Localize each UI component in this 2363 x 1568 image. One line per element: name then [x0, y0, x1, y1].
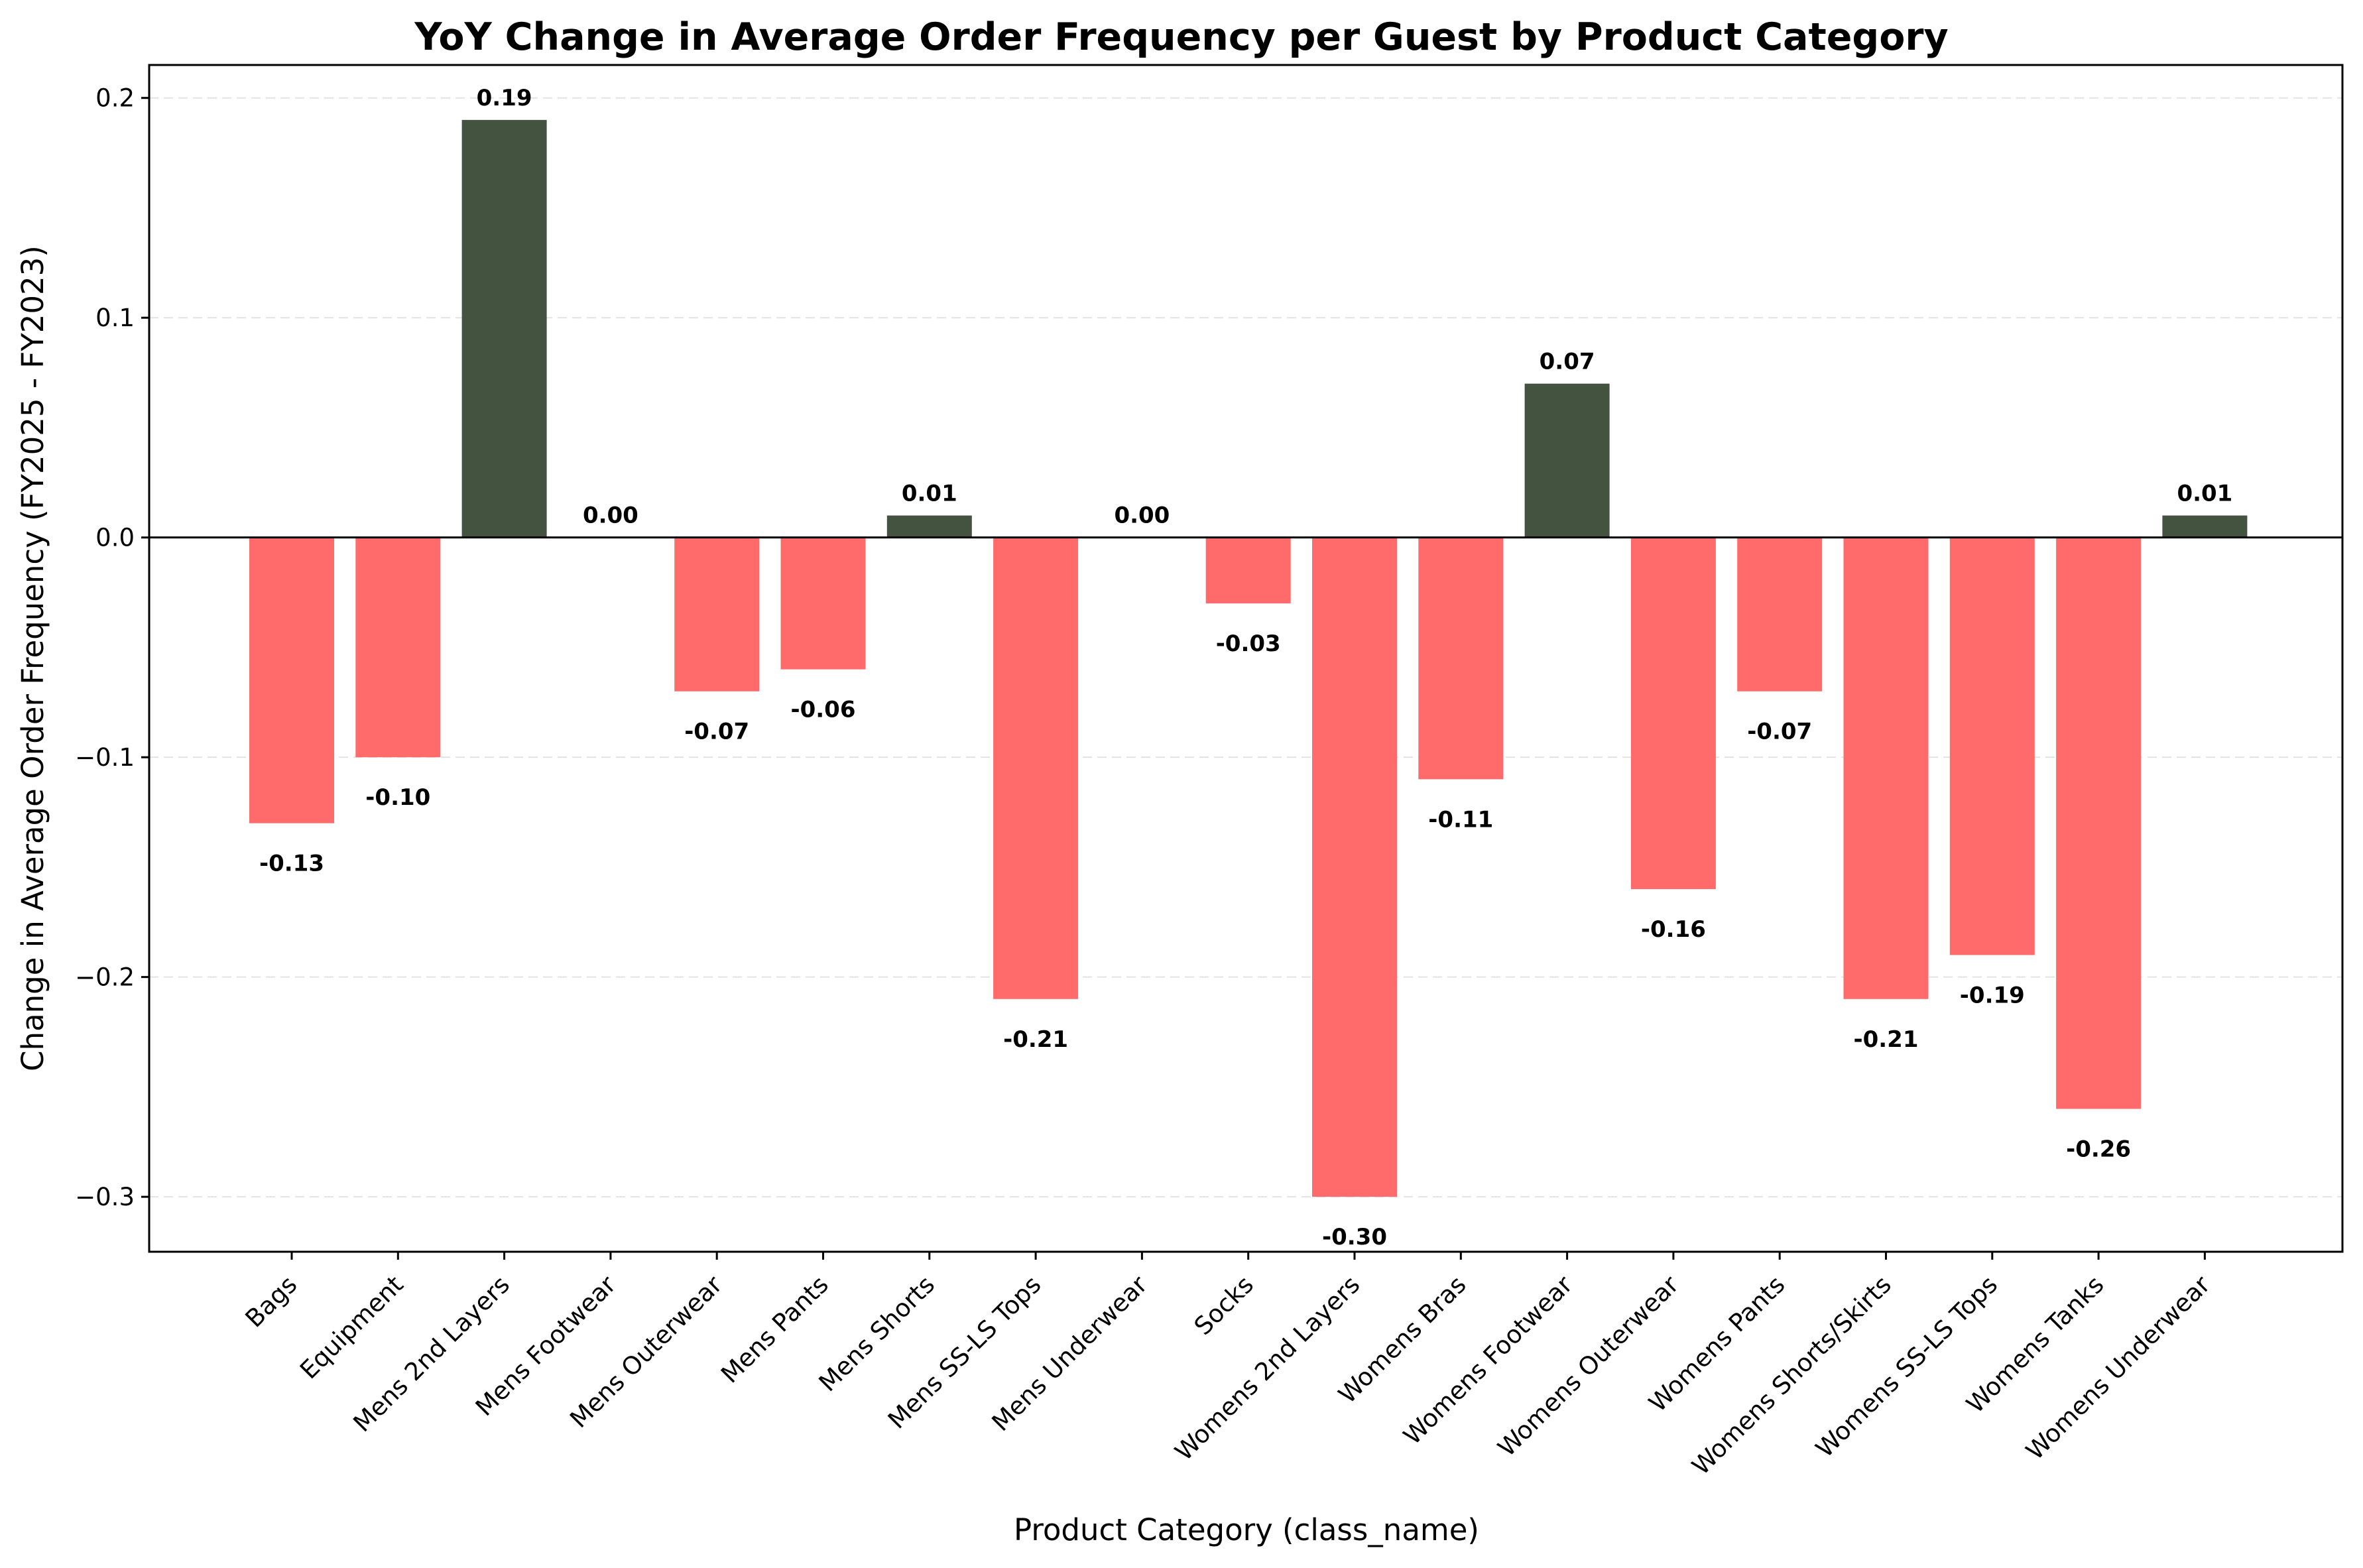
x-tick-label: Womens Underwear: [2020, 1270, 2216, 1465]
bar: [249, 537, 334, 823]
bar: [1418, 537, 1504, 780]
bar: [1843, 537, 1929, 999]
value-label: -0.11: [1428, 806, 1493, 833]
bar: [1949, 537, 2035, 955]
value-label: 0.00: [1114, 503, 1170, 529]
bar: [993, 537, 1079, 999]
value-label: -0.13: [259, 851, 324, 877]
x-tick-label: Womens Shorts/Skirts: [1687, 1270, 1897, 1480]
value-label: -0.19: [1960, 983, 2025, 1009]
y-axis: 0.2 0.1 0.0 −0.1 −0.2 −0.3: [75, 84, 149, 1211]
bar: [1737, 537, 1823, 692]
value-label: -0.03: [1216, 631, 1281, 657]
value-label: 0.19: [477, 85, 532, 111]
value-label: 0.01: [2177, 481, 2232, 507]
value-label: -0.10: [365, 784, 430, 811]
y-tick-label: −0.2: [75, 963, 135, 992]
bar: [461, 119, 547, 538]
bar: [1524, 383, 1610, 538]
x-tick-label: Equipment: [294, 1270, 408, 1384]
bars: [249, 119, 2248, 1197]
plot-frame: [148, 64, 2344, 1253]
x-tick-label: Womens Outerwear: [1492, 1270, 1685, 1462]
x-tick-label: Mens Pants: [715, 1270, 834, 1389]
value-label: -0.30: [1322, 1224, 1387, 1250]
value-label: -0.07: [1747, 719, 1812, 745]
y-axis-label: Change in Average Order Frequency (FY202…: [15, 245, 50, 1071]
value-label: -0.21: [1003, 1026, 1068, 1053]
bar: [1312, 537, 1397, 1197]
x-tick-label: Womens SS-LS Tops: [1810, 1270, 2003, 1463]
bar: [886, 515, 972, 538]
x-tick-label: Socks: [1189, 1270, 1259, 1341]
bar: [2056, 537, 2142, 1109]
value-label: -0.26: [2066, 1136, 2131, 1163]
x-axis-label: Product Category (class_name): [1014, 1512, 1479, 1547]
value-label: -0.16: [1641, 916, 1706, 943]
value-label: 0.01: [902, 481, 957, 507]
bar: [1630, 537, 1716, 890]
y-tick-label: 0.1: [95, 304, 135, 332]
y-tick-label: −0.3: [75, 1183, 135, 1211]
value-label: -0.06: [791, 697, 856, 723]
bar: [674, 537, 760, 692]
y-tick-label: 0.0: [95, 524, 135, 552]
bar: [2162, 515, 2248, 538]
value-label: -0.07: [684, 719, 749, 745]
x-tick-label: Bags: [240, 1270, 303, 1333]
value-labels: -0.13 -0.10 0.19 0.00 -0.07 -0.06 0.01 -0.21 0.0…: [259, 85, 2232, 1250]
y-tick-label: 0.2: [95, 84, 135, 113]
value-label: 0.00: [583, 503, 638, 529]
chart-title: YoY Change in Average Order Frequency pe…: [414, 15, 1948, 59]
value-label: -0.21: [1854, 1026, 1919, 1053]
bar: [780, 537, 866, 670]
y-tick-label: −0.1: [75, 743, 135, 772]
bar: [1205, 537, 1291, 604]
value-label: 0.07: [1540, 349, 1595, 375]
bar: [355, 537, 441, 758]
x-tick-label: Womens 2nd Layers: [1170, 1270, 1366, 1467]
